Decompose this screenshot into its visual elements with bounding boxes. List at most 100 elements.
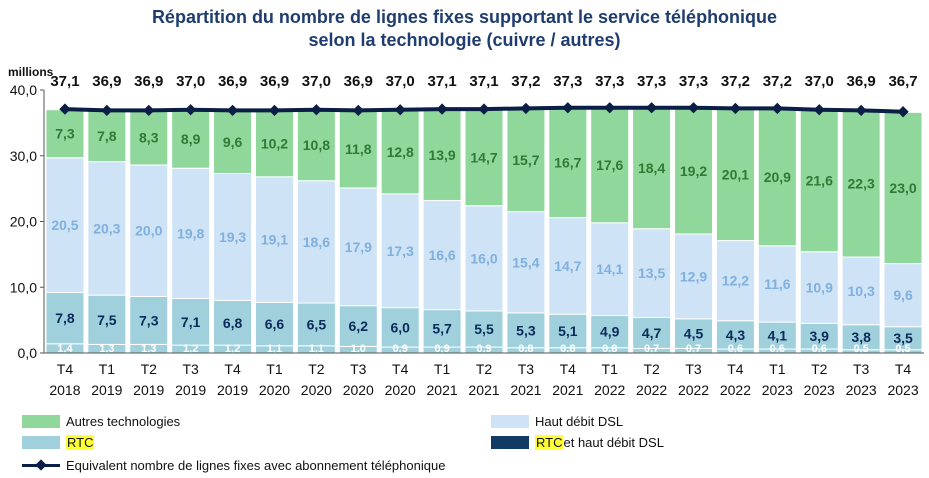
bar-value-label-1: 4,7 — [642, 325, 662, 341]
x-tick-label-year: 2023 — [762, 382, 793, 398]
x-tick-label-quarter: T4 — [392, 361, 409, 377]
bar-segment-1 — [171, 297, 211, 346]
bar-value-label-2: 12,9 — [680, 268, 707, 284]
bar-value-label-3: 13,9 — [428, 147, 455, 163]
chart-title-line-1: Répartition du nombre de lignes fixes su… — [151, 7, 778, 27]
bar-value-label-3: 18,4 — [638, 160, 665, 176]
bar-segment-3 — [841, 109, 881, 258]
bar-value-label-0: 0,9 — [434, 343, 449, 355]
bar-segment-3 — [380, 109, 420, 195]
bar-value-label-3: 10,8 — [303, 137, 330, 153]
legend-autres-technologies: Autres technologies — [22, 413, 180, 429]
bar-value-label-0: 0,8 — [518, 343, 533, 355]
legend-rtc: RTC — [22, 434, 95, 450]
total-line-value-label: 36,7 — [888, 73, 917, 90]
bar-value-label-1: 5,3 — [516, 322, 536, 338]
bar-segment-2 — [715, 240, 755, 322]
total-line-marker — [59, 103, 71, 115]
bar-segment-2 — [296, 180, 336, 304]
x-tick-label-year: 2018 — [49, 382, 80, 398]
x-tick-label-quarter: T1 — [266, 361, 283, 377]
bar-segment-2 — [799, 251, 839, 324]
bar-value-label-1: 5,1 — [558, 323, 578, 339]
bar-value-label-0: 1,4 — [57, 343, 73, 355]
x-tick-label-quarter: T1 — [434, 361, 451, 377]
bar-value-label-2: 17,9 — [345, 239, 372, 255]
bar-segment-1 — [548, 313, 588, 349]
x-tick-label-quarter: T1 — [769, 361, 786, 377]
bar-value-label-0: 1,1 — [267, 343, 282, 355]
total-line-value-label: 36,9 — [218, 73, 247, 90]
x-tick-label-year: 2023 — [887, 382, 918, 398]
legend-label-rtc-dsl-prefix: RTC — [535, 434, 564, 450]
bar-segment-1 — [254, 301, 294, 347]
bar-value-label-2: 16,0 — [470, 250, 497, 266]
total-line-value-label: 37,0 — [302, 73, 331, 90]
x-tick-label-quarter: T2 — [476, 361, 493, 377]
total-line-value-label: 37,1 — [427, 73, 456, 90]
bar-value-label-2: 19,1 — [261, 232, 288, 248]
total-line-value-label: 36,9 — [134, 73, 163, 90]
total-line-value-label: 37,2 — [511, 73, 540, 90]
bar-value-label-2: 10,9 — [806, 280, 833, 296]
total-line-value-label: 37,3 — [679, 73, 708, 90]
bar-value-label-0: 0,8 — [560, 343, 575, 355]
bar-value-label-2: 11,6 — [764, 276, 791, 292]
legend-rtc-et-haut-debit-dsl: RTC et haut débit DSL — [491, 434, 664, 450]
x-tick-label-quarter: T2 — [141, 361, 158, 377]
bar-segment-3 — [213, 109, 253, 175]
total-line-value-label: 36,9 — [847, 73, 876, 90]
bar-segment-3 — [674, 107, 714, 235]
x-tick-label-year: 2021 — [468, 382, 499, 398]
total-line-value-label: 36,9 — [260, 73, 289, 90]
x-tick-label-year: 2023 — [846, 382, 877, 398]
bar-segment-1 — [674, 318, 714, 349]
bar-segment-2 — [464, 205, 504, 312]
bar-value-label-3: 8,9 — [181, 131, 201, 147]
bar-value-label-3: 23,0 — [889, 180, 916, 196]
bar-segment-1 — [296, 302, 336, 347]
bar-value-label-0: 1,0 — [351, 343, 366, 355]
bar-segment-3 — [171, 109, 211, 169]
bar-value-label-0: 0,6 — [728, 343, 743, 355]
bar-value-label-2: 14,1 — [596, 261, 623, 277]
x-tick-label-year: 2019 — [217, 382, 248, 398]
bar-value-label-2: 14,7 — [554, 258, 581, 274]
legend-label-line: Equivalent nombre de lignes fixes avec a… — [66, 457, 446, 473]
legend-haut-debit-dsl: Haut débit DSL — [491, 413, 623, 429]
bar-value-label-3: 22,3 — [848, 176, 875, 192]
total-line-value-label: 37,1 — [469, 73, 498, 90]
y-tick-label: 40,0 — [10, 82, 37, 98]
bar-value-label-2: 15,4 — [512, 254, 539, 270]
x-tick-label-quarter: T4 — [560, 361, 577, 377]
x-tick-label-quarter: T3 — [350, 361, 367, 377]
total-line-value-label: 37,3 — [553, 73, 582, 90]
legend-swatch-rtc-dsl — [491, 435, 529, 449]
x-tick-label-year: 2020 — [343, 382, 374, 398]
bar-value-label-3: 8,3 — [139, 130, 159, 146]
x-tick-label-quarter: T4 — [224, 361, 241, 377]
bar-segment-2 — [129, 164, 169, 297]
bar-value-label-0: 0,5 — [853, 343, 868, 355]
bar-value-label-1: 4,3 — [726, 327, 746, 343]
x-tick-label-quarter: T2 — [308, 361, 325, 377]
bar-value-label-2: 18,6 — [303, 234, 330, 250]
bar-value-label-3: 12,8 — [387, 144, 414, 160]
total-line-value-label: 37,0 — [176, 73, 205, 90]
bar-segment-1 — [129, 295, 169, 345]
bar-segment-1 — [213, 299, 253, 346]
bar-value-label-0: 1,2 — [225, 343, 240, 355]
legend-line-marker-icon — [22, 459, 60, 472]
total-line-value-label: 37,0 — [805, 73, 834, 90]
bar-segment-3 — [45, 109, 85, 159]
x-tick-label-year: 2021 — [510, 382, 541, 398]
bar-value-label-1: 3,9 — [810, 328, 830, 344]
bar-value-label-1: 5,5 — [474, 321, 494, 337]
bar-value-label-1: 6,2 — [349, 318, 369, 334]
bar-segment-2 — [171, 167, 211, 299]
bar-segment-1 — [464, 310, 504, 348]
bar-value-label-1: 7,3 — [139, 312, 159, 328]
total-line-value-label: 37,2 — [721, 73, 750, 90]
bar-segment-2 — [213, 173, 253, 301]
